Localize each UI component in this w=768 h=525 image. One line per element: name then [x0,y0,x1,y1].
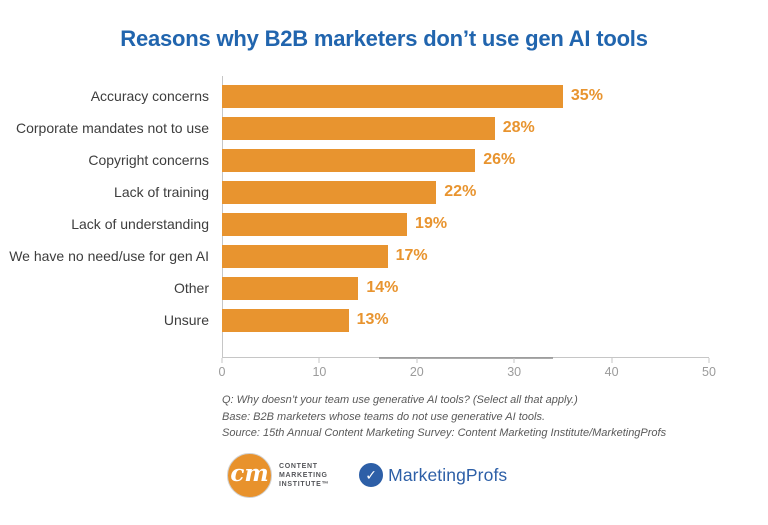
bar-row: Lack of understanding 19% [0,208,709,240]
footnote-base: Base: B2B marketers whose teams do not u… [222,410,546,423]
cmi-logo-line: INSTITUTE™ [279,480,330,488]
chart-title: Reasons why B2B marketers don’t use gen … [120,26,648,51]
bar [222,116,495,140]
marketingprofs-logo-text: MarketingProfs [388,464,508,485]
bar-value-label: 28% [502,119,535,136]
bar-chart: Accuracy concerns 35% Corporate mandates… [0,80,709,336]
bar [222,148,476,172]
x-axis-tick [221,358,223,363]
bar-value-label: 26% [483,151,516,168]
x-axis: 0 10 20 30 40 50 [218,358,716,384]
x-axis-tick [318,358,320,363]
bar-track: 13% [222,308,709,332]
marketingprofs-logo: ✓ MarketingProfs [359,463,507,487]
footnotes: Q: Why doesn’t your team use generative … [222,392,666,442]
bar-row: Other 14% [0,272,709,304]
bar-track: 35% [222,84,709,108]
x-axis-tick-label: 50 [702,365,716,379]
cmi-monogram-icon: cm [227,452,272,498]
bar-row: Unsure 13% [0,304,709,336]
category-label: We have no need/use for gen AI [9,248,209,264]
x-axis-tick-label: 30 [507,365,522,379]
logo-row: cm CONTENT MARKETING INSTITUTE™ ✓ Market… [227,452,507,498]
category-label: Unsure [163,312,209,328]
footnote-source: Source: 15th Annual Content Marketing Su… [222,427,667,439]
x-axis-tick [708,358,710,363]
cmi-logo-line: MARKETING [279,471,328,479]
bar-value-label: 35% [570,87,603,104]
bar [222,212,408,236]
x-axis-tick-label: 10 [312,365,327,379]
bar-row: We have no need/use for gen AI 17% [0,240,709,272]
cmi-logo-text: CONTENT MARKETING INSTITUTE™ [279,462,329,489]
category-label: Accuracy concerns [90,88,209,104]
bar-track: 22% [222,180,709,204]
bar-track: 14% [222,276,709,300]
content-marketing-institute-logo: cm CONTENT MARKETING INSTITUTE™ [227,452,329,498]
bar [222,308,349,332]
bar-track: 17% [222,244,709,268]
bar-value-label: 17% [395,247,428,264]
bar-row: Copyright concerns 26% [0,144,709,176]
x-axis-tick [611,358,613,363]
bar-row: Lack of training 22% [0,176,709,208]
x-axis-tick-label: 20 [409,365,424,379]
x-axis-tick [416,358,418,363]
bar-value-label: 14% [366,279,399,296]
category-label: Lack of training [114,184,209,200]
x-axis-tick-label: 0 [218,365,226,379]
footnote-question: Q: Why doesn’t your team use generative … [222,394,578,406]
marketingprofs-icon: ✓ [359,463,384,487]
x-axis-tick-label: 40 [604,365,619,379]
category-label: Lack of understanding [71,216,209,232]
bar [222,276,359,300]
category-label: Copyright concerns [88,152,209,168]
bar [222,84,563,108]
bar-track: 28% [222,116,709,140]
x-axis-tick [513,358,515,363]
bar-row: Corporate mandates not to use 28% [0,112,709,144]
bar-track: 19% [222,212,709,236]
bar [222,244,388,268]
bar-value-label: 19% [415,215,448,232]
bar-track: 26% [222,148,709,172]
bar-value-label: 22% [444,183,477,200]
bar-value-label: 13% [356,311,389,328]
category-label: Corporate mandates not to use [15,120,209,136]
category-label: Other [173,280,209,296]
bar [222,180,437,204]
bar-row: Accuracy concerns 35% [0,80,709,112]
axis-dark-segment [378,357,554,359]
cmi-logo-line: CONTENT [279,462,318,470]
